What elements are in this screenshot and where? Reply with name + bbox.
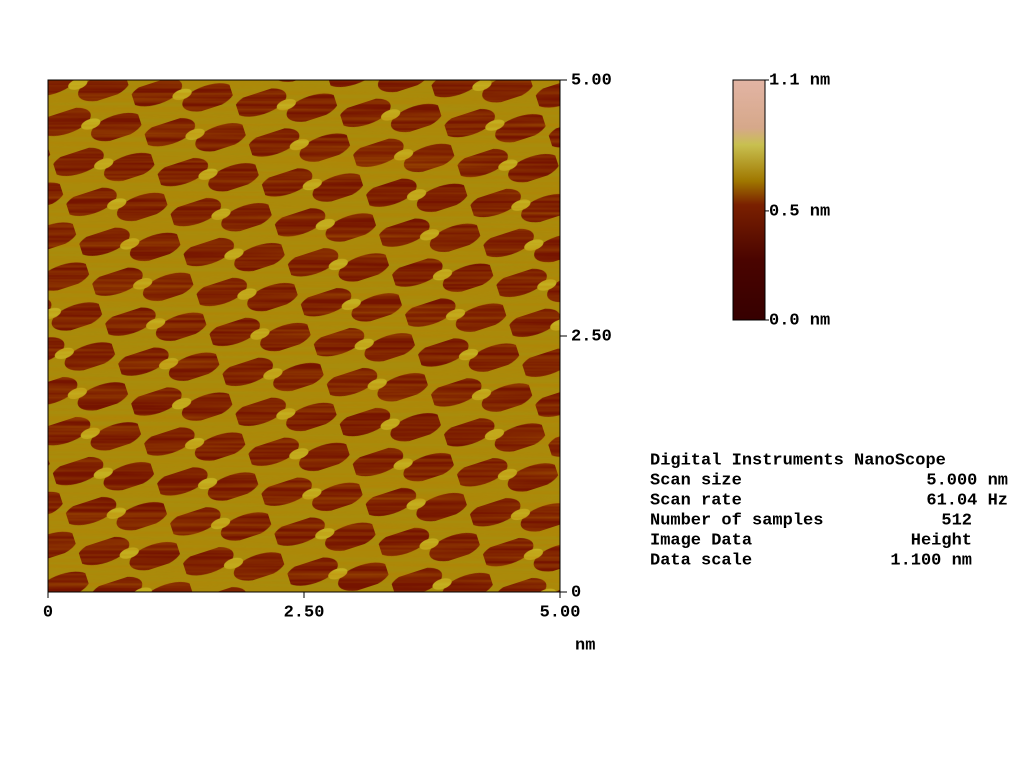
- info-value: Height: [911, 531, 972, 550]
- colorbar-label: 0.0 nm: [769, 311, 830, 330]
- y-tick-label: 0: [571, 583, 581, 602]
- colorbar-label: 1.1 nm: [769, 71, 830, 90]
- afm-image: [47, 79, 561, 593]
- info-key: Scan size: [650, 471, 742, 490]
- y-tick-label: 5.00: [571, 71, 612, 90]
- info-key: Data scale: [650, 551, 752, 570]
- colorbar-label: 0.5 nm: [769, 202, 830, 221]
- info-value: 5.000 nm: [926, 471, 1008, 490]
- info-value: 512: [941, 511, 972, 530]
- y-tick-label: 2.50: [571, 327, 612, 346]
- info-value: 61.04 Hz: [926, 491, 1008, 510]
- info-key: Scan rate: [650, 491, 742, 510]
- colorbar: [732, 79, 766, 321]
- info-value: 1.100 nm: [890, 551, 972, 570]
- x-tick-label: 0: [43, 603, 53, 622]
- info-key: Image Data: [650, 531, 752, 550]
- x-tick-label: 5.00: [540, 603, 581, 622]
- info-title: Digital Instruments NanoScope: [650, 451, 946, 470]
- info-key: Number of samples: [650, 511, 823, 530]
- x-tick-label: 2.50: [284, 603, 325, 622]
- unit-label: nm: [575, 636, 595, 655]
